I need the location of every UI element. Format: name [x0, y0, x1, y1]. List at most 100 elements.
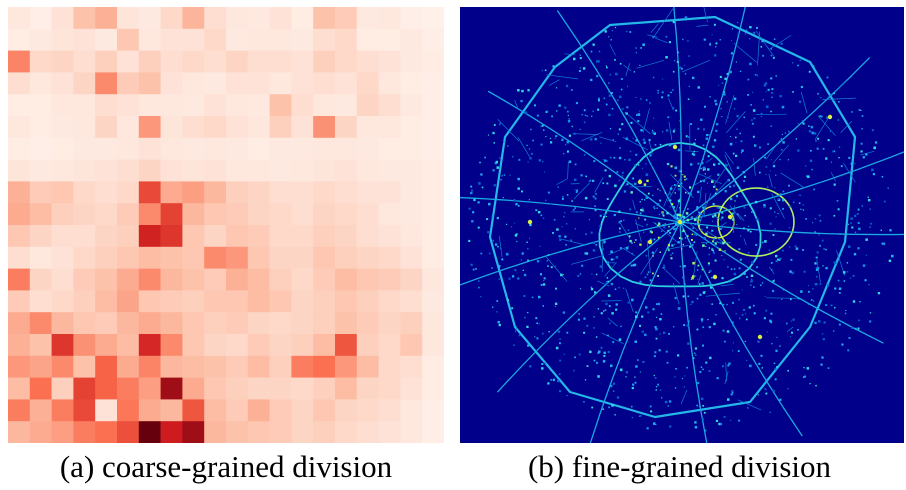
- road-speckle: [509, 174, 511, 176]
- heatmap-cell: [291, 181, 314, 204]
- minor-street: [786, 326, 794, 332]
- road-speckle: [595, 243, 598, 246]
- road-speckle: [611, 30, 614, 32]
- road-speckle: [715, 42, 718, 45]
- heatmap-cell: [313, 137, 336, 160]
- road-speckle: [670, 254, 672, 256]
- road-speckle: [563, 215, 565, 218]
- heatmap-cell: [335, 72, 358, 95]
- road-speckle: [654, 377, 657, 379]
- road-speckle: [608, 91, 610, 93]
- road-speckle: [779, 398, 782, 401]
- road-speckle: [649, 279, 652, 282]
- road-speckle: [674, 243, 676, 245]
- road-speckle: [682, 220, 685, 224]
- road-speckle: [721, 216, 724, 219]
- road-speckle: [694, 426, 698, 429]
- minor-street: [647, 34, 658, 38]
- heatmap-cell: [160, 290, 183, 313]
- road-speckle: [486, 218, 489, 221]
- road-speckle: [659, 251, 661, 253]
- road-speckle: [738, 248, 741, 251]
- minor-street: [625, 288, 634, 313]
- road-speckle: [692, 76, 695, 80]
- heatmap-cell: [247, 159, 270, 182]
- heatmap-cell: [400, 28, 423, 51]
- road-speckle: [682, 229, 685, 232]
- road-speckle: [770, 262, 773, 264]
- road-speckle: [640, 208, 643, 212]
- road-speckle: [846, 262, 849, 264]
- road-speckle: [827, 139, 830, 142]
- heatmap-cell: [291, 355, 314, 378]
- road-speckle: [634, 182, 637, 186]
- heatmap-cell: [226, 28, 249, 51]
- road-speckle: [603, 97, 606, 99]
- road-speckle: [764, 240, 767, 243]
- road-speckle: [846, 271, 849, 273]
- road-speckle: [782, 190, 785, 193]
- road-speckle: [605, 283, 607, 285]
- road-speckle: [547, 254, 550, 256]
- road-speckle: [802, 122, 805, 125]
- road-speckle: [714, 259, 717, 262]
- road-speckle: [733, 97, 737, 100]
- road-speckle: [653, 117, 655, 119]
- road-speckle: [543, 129, 545, 131]
- road-speckle: [765, 166, 768, 168]
- road-speckle: [813, 188, 815, 191]
- inner-ring-road: [717, 187, 795, 257]
- road-speckle: [788, 246, 791, 248]
- road-speckle: [753, 286, 755, 288]
- heatmap-cell: [29, 268, 52, 291]
- road-speckle: [588, 219, 590, 221]
- road-speckle: [780, 138, 783, 140]
- road-speckle: [701, 162, 704, 165]
- road-speckle: [568, 118, 570, 120]
- heatmap-cell: [269, 355, 292, 378]
- minor-street: [567, 162, 569, 179]
- road-speckle: [873, 146, 876, 150]
- road-speckle: [578, 313, 580, 315]
- minor-street: [725, 95, 735, 124]
- heatmap-cell: [160, 334, 183, 357]
- road-speckle: [812, 222, 814, 224]
- road-speckle: [527, 89, 530, 92]
- heatmap-cell: [226, 225, 249, 248]
- road-speckle: [815, 384, 817, 387]
- road-speckle: [696, 297, 699, 300]
- road-speckle: [630, 405, 633, 408]
- road-speckle: [772, 280, 775, 283]
- road-speckle: [773, 38, 776, 40]
- road-speckle: [599, 265, 602, 268]
- road-speckle: [610, 364, 613, 367]
- heatmap-cell: [269, 137, 292, 160]
- road-speckle: [746, 276, 748, 278]
- heatmap-cell: [73, 399, 96, 422]
- road-speckle: [769, 222, 772, 225]
- road-speckle: [690, 303, 692, 305]
- road-speckle: [491, 215, 494, 218]
- road-speckle: [528, 199, 530, 201]
- road-speckle: [825, 267, 828, 270]
- road-speckle: [832, 150, 835, 153]
- road-speckle: [823, 321, 826, 324]
- road-speckle: [721, 82, 724, 84]
- road-speckle: [771, 269, 773, 271]
- road-speckle: [704, 173, 706, 175]
- road-speckle: [516, 240, 518, 243]
- road-speckle: [682, 223, 684, 226]
- heatmap-cell: [8, 225, 31, 248]
- road-speckle: [751, 122, 754, 125]
- road-speckle: [615, 308, 618, 311]
- road-speckle: [517, 187, 520, 190]
- road-speckle: [731, 390, 734, 393]
- road-speckle: [655, 424, 657, 426]
- road-speckle: [702, 405, 705, 407]
- road-speckle: [528, 148, 531, 150]
- road-speckle: [651, 131, 655, 134]
- heatmap-cell: [95, 268, 118, 291]
- heatmap-cell: [95, 312, 118, 335]
- road-speckle: [598, 99, 600, 102]
- road-speckle: [777, 198, 780, 201]
